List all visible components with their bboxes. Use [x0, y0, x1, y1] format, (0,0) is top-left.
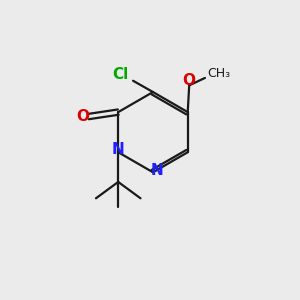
Text: N: N	[112, 142, 124, 157]
Text: N: N	[150, 163, 163, 178]
Text: CH₃: CH₃	[207, 67, 230, 80]
Text: O: O	[76, 109, 89, 124]
Text: Cl: Cl	[112, 67, 128, 82]
Text: O: O	[183, 73, 196, 88]
